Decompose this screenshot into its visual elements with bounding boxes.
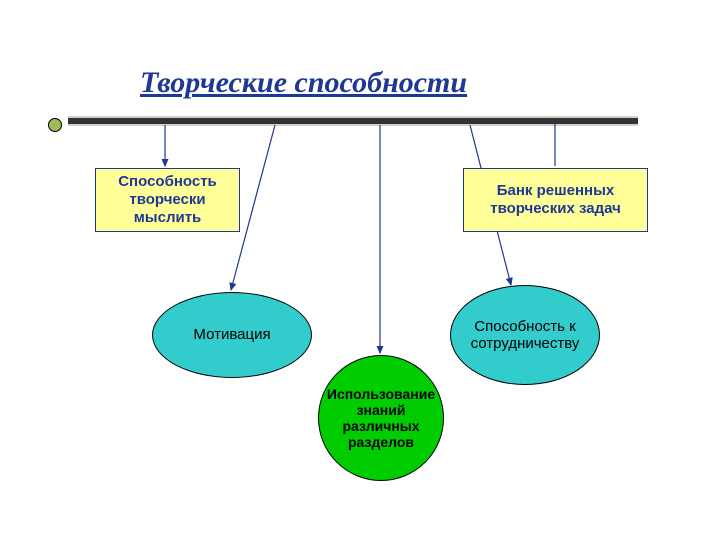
node-label: Банк решенных творческих задач <box>468 182 643 218</box>
node-motivation: Мотивация <box>152 292 312 378</box>
node-label: Использование знаний различных разделов <box>325 386 437 450</box>
title-bullet <box>48 118 62 132</box>
page-title: Творческие способности <box>140 66 467 100</box>
node-label: Способность творчески мыслить <box>100 173 235 227</box>
node-cooperation-ability: Способность к сотрудничеству <box>450 285 600 385</box>
title-underline <box>68 118 638 124</box>
diagram-canvas: Творческие способности Способность творч… <box>0 0 720 540</box>
node-label: Мотивация <box>193 326 270 343</box>
node-bank-of-solved-tasks: Банк решенных творческих задач <box>463 168 648 232</box>
node-label: Способность к сотрудничеству <box>459 318 591 353</box>
node-ability-creative-thinking: Способность творчески мыслить <box>95 168 240 232</box>
node-use-of-knowledge: Использование знаний различных разделов <box>318 355 444 481</box>
